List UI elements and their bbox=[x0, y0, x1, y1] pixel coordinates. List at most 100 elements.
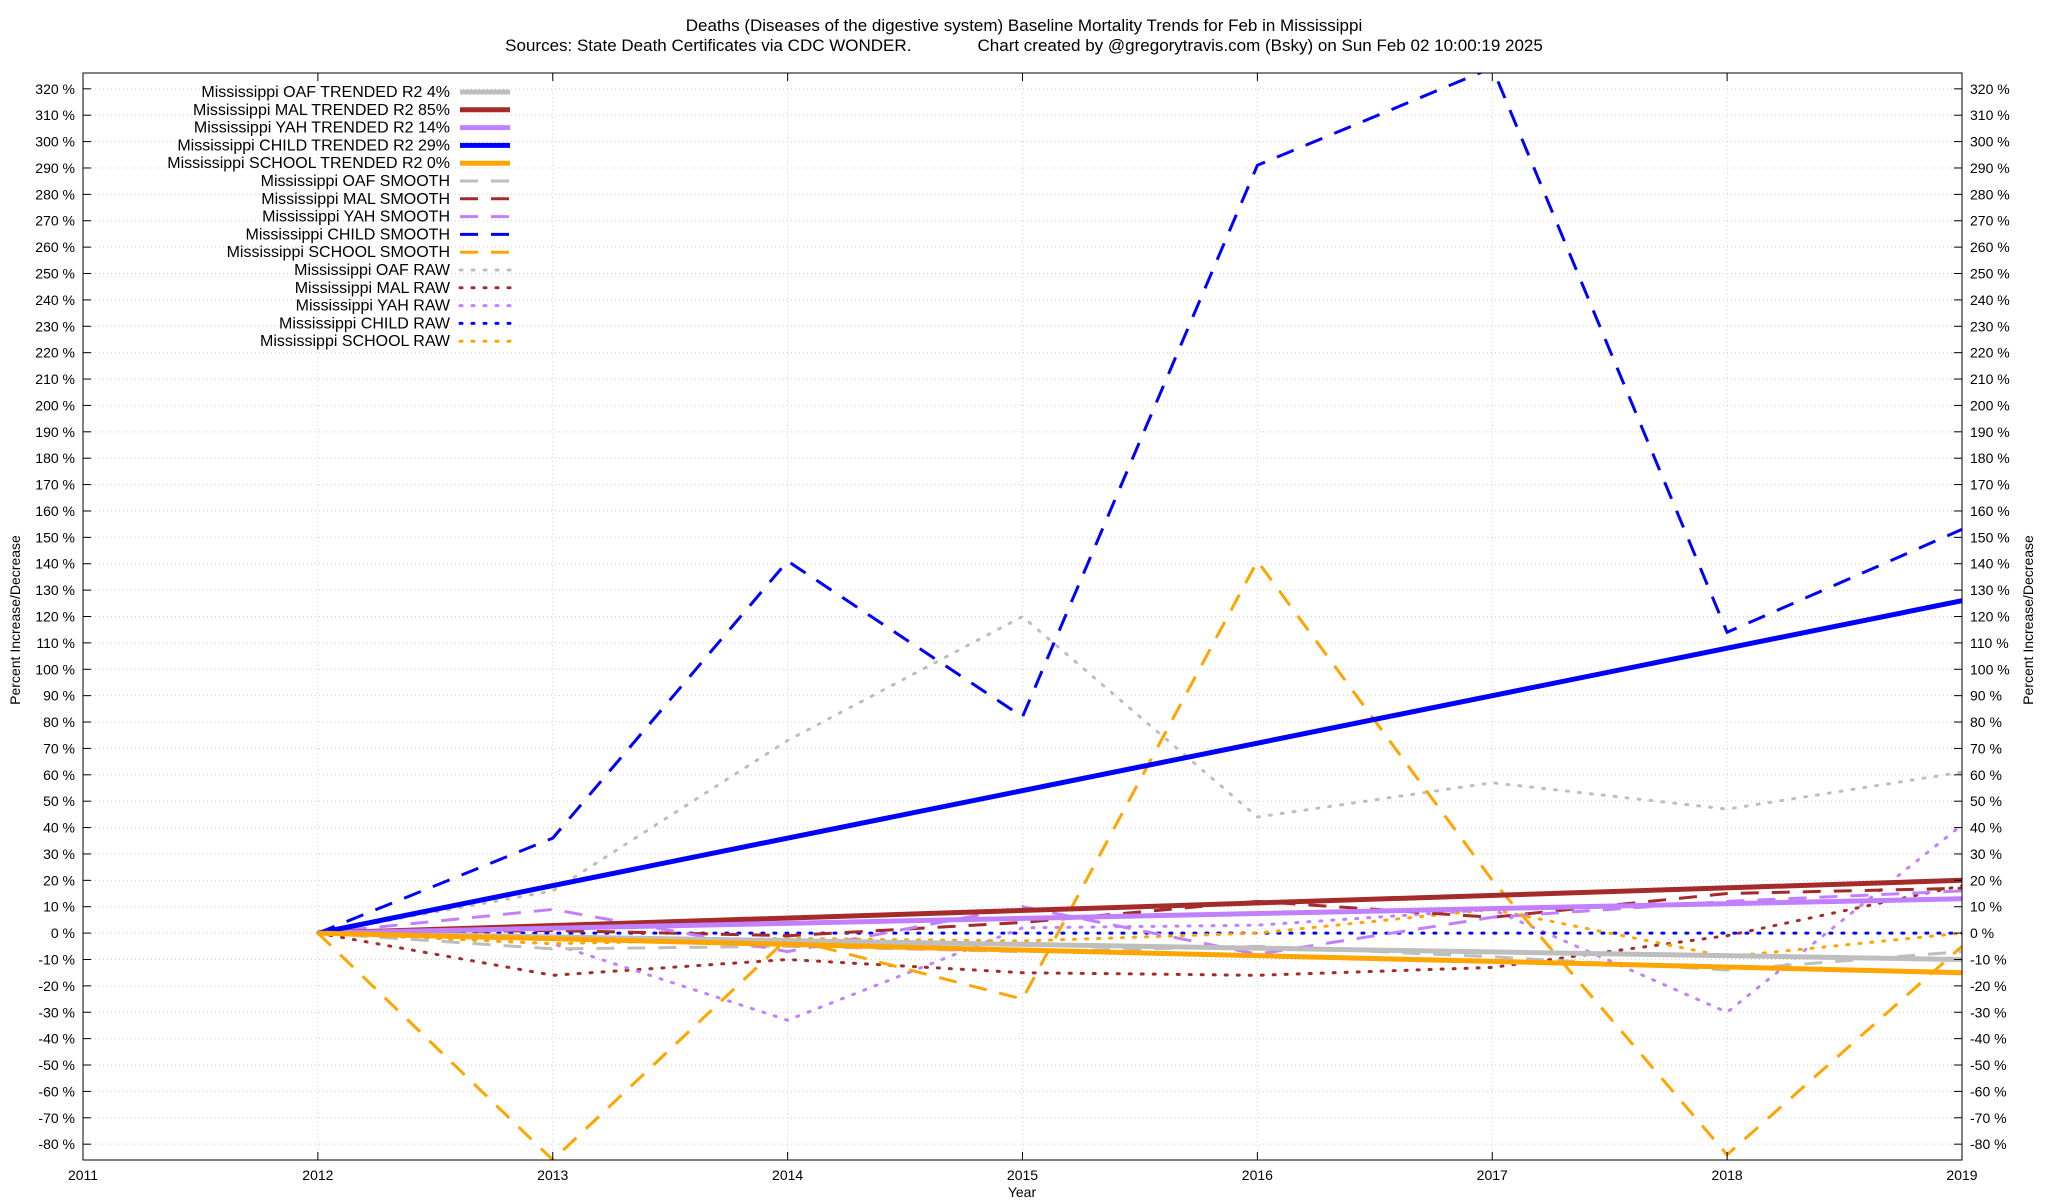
legend-label: Mississippi YAH SMOOTH bbox=[262, 209, 450, 226]
y2-tick-label: 200 % bbox=[1970, 397, 2010, 413]
legend-label: Mississippi OAF SMOOTH bbox=[261, 173, 450, 190]
legend-label: Mississippi CHILD SMOOTH bbox=[246, 226, 450, 243]
y-tick-label: 170 % bbox=[35, 477, 75, 493]
y-tick-label: 130 % bbox=[35, 582, 75, 598]
x-tick-label: 2011 bbox=[68, 1167, 98, 1183]
y-tick-label: 220 % bbox=[35, 345, 75, 361]
x-tick-label: 2015 bbox=[1007, 1167, 1038, 1183]
y-tick-label: 190 % bbox=[35, 424, 75, 440]
y-tick-label: 310 % bbox=[35, 107, 75, 123]
y2-tick-label: -30 % bbox=[1970, 1004, 2007, 1020]
y-tick-label: -40 % bbox=[38, 1031, 75, 1047]
legend-label: Mississippi CHILD RAW bbox=[279, 315, 451, 332]
y-tick-label: -10 % bbox=[38, 951, 75, 967]
y2-tick-label: 30 % bbox=[1970, 846, 2002, 862]
y2-tick-label: -80 % bbox=[1970, 1136, 2007, 1152]
x-tick-label: 2018 bbox=[1712, 1167, 1743, 1183]
y2-tick-label: 110 % bbox=[1970, 635, 2009, 651]
y2-tick-label: 20 % bbox=[1970, 872, 2002, 888]
y-tick-label: 60 % bbox=[43, 767, 75, 783]
series-line-mal-smooth bbox=[317, 886, 1962, 938]
y2-tick-label: 220 % bbox=[1970, 345, 2010, 361]
y-tick-label: 150 % bbox=[35, 529, 75, 545]
legend-label: Mississippi YAH TRENDED R2 14% bbox=[194, 120, 450, 137]
series-line-mal-trended bbox=[317, 877, 1962, 936]
legend-label: Mississippi SCHOOL RAW bbox=[260, 333, 451, 350]
y2-tick-label: -50 % bbox=[1970, 1057, 2007, 1073]
y2-tick-label: 90 % bbox=[1970, 688, 2002, 704]
x-axis-label: Year bbox=[1008, 1184, 1037, 1200]
x-tick-label: 2016 bbox=[1242, 1167, 1273, 1183]
y2-tick-label: 260 % bbox=[1970, 239, 2010, 255]
y2-tick-label: -20 % bbox=[1970, 978, 2007, 994]
y2-tick-label: 0 % bbox=[1970, 925, 1994, 941]
chart-subtitle: Sources: State Death Certificates via CD… bbox=[505, 36, 1543, 55]
y2-tick-label: 60 % bbox=[1970, 767, 2002, 783]
y2-tick-label: 120 % bbox=[1970, 609, 2010, 625]
legend-label: Mississippi OAF RAW bbox=[294, 262, 451, 279]
y-tick-label: 40 % bbox=[43, 820, 75, 836]
y-axis-label: Percent Increase/Decrease bbox=[7, 535, 23, 705]
legend-label: Mississippi SCHOOL SMOOTH bbox=[227, 244, 450, 261]
y2-tick-label: 320 % bbox=[1970, 81, 2010, 97]
y-tick-label: -80 % bbox=[38, 1136, 75, 1152]
legend: Mississippi OAF TRENDED R2 4%Mississippi… bbox=[167, 84, 512, 350]
y-tick-label: -30 % bbox=[38, 1004, 75, 1020]
y2-tick-label: 230 % bbox=[1970, 318, 2010, 334]
y-tick-label: 320 % bbox=[35, 81, 75, 97]
y2-tick-label: 140 % bbox=[1970, 556, 2010, 572]
ticks: -80 % -80 % -70 % -70 % -60 % -60 % -50 % -50 %… bbox=[35, 73, 2010, 1183]
y-tick-label: 210 % bbox=[35, 371, 75, 387]
y2-axis-label: Percent Increase/Decrease bbox=[2020, 535, 2036, 705]
legend-label: Mississippi MAL TRENDED R2 85% bbox=[193, 102, 450, 119]
x-tick-label: 2019 bbox=[1946, 1167, 1977, 1183]
chart-title: Deaths (Diseases of the digestive system… bbox=[686, 16, 1362, 35]
y-tick-label: 70 % bbox=[43, 740, 75, 756]
y-tick-label: 30 % bbox=[43, 846, 75, 862]
y-tick-label: 120 % bbox=[35, 609, 75, 625]
x-tick-label: 2014 bbox=[772, 1167, 803, 1183]
legend-label: Mississippi SCHOOL TRENDED R2 0% bbox=[167, 155, 450, 172]
y2-tick-label: 130 % bbox=[1970, 582, 2010, 598]
y2-tick-label: 180 % bbox=[1970, 450, 2010, 466]
y2-tick-label: 270 % bbox=[1970, 213, 2010, 229]
y2-tick-label: 310 % bbox=[1970, 107, 2010, 123]
y-tick-label: 260 % bbox=[35, 239, 75, 255]
y-tick-label: 20 % bbox=[43, 872, 75, 888]
y2-tick-label: 300 % bbox=[1970, 134, 2010, 150]
legend-label: Mississippi CHILD TRENDED R2 29% bbox=[177, 137, 450, 154]
y-tick-label: 140 % bbox=[35, 556, 75, 572]
y-tick-label: 290 % bbox=[35, 160, 75, 176]
legend-label: Mississippi YAH RAW bbox=[296, 298, 451, 315]
y2-tick-label: 100 % bbox=[1970, 661, 2010, 677]
y-tick-label: 300 % bbox=[35, 134, 75, 150]
y-tick-label: 90 % bbox=[43, 688, 75, 704]
y-tick-label: 80 % bbox=[43, 714, 75, 730]
y2-tick-label: 190 % bbox=[1970, 424, 2010, 440]
y2-tick-label: 280 % bbox=[1970, 186, 2010, 202]
y2-tick-label: -10 % bbox=[1970, 951, 2007, 967]
y-tick-label: 270 % bbox=[35, 213, 75, 229]
y-tick-label: 230 % bbox=[35, 318, 75, 334]
series-line-school-smooth bbox=[316, 558, 1962, 1160]
series-line-child-smooth bbox=[317, 73, 1962, 935]
series-line-oaf-raw bbox=[316, 614, 1962, 935]
legend-label: Mississippi OAF TRENDED R2 4% bbox=[201, 84, 450, 101]
y2-tick-label: 250 % bbox=[1970, 266, 2010, 282]
y-tick-label: 10 % bbox=[43, 899, 75, 915]
y2-tick-label: 80 % bbox=[1970, 714, 2002, 730]
y2-tick-label: -40 % bbox=[1970, 1031, 2007, 1047]
y2-tick-label: 240 % bbox=[1970, 292, 2010, 308]
y-tick-label: 180 % bbox=[35, 450, 75, 466]
y-tick-label: -50 % bbox=[38, 1057, 75, 1073]
y2-tick-label: -70 % bbox=[1970, 1110, 2007, 1126]
y2-tick-label: 210 % bbox=[1970, 371, 2010, 387]
y-tick-label: -60 % bbox=[38, 1083, 75, 1099]
y2-tick-label: 150 % bbox=[1970, 529, 2010, 545]
y-tick-label: 240 % bbox=[35, 292, 75, 308]
series-line-mal-raw bbox=[316, 884, 1962, 977]
y2-tick-label: 50 % bbox=[1970, 793, 2002, 809]
y-tick-label: 280 % bbox=[35, 186, 75, 202]
x-tick-label: 2013 bbox=[537, 1167, 568, 1183]
